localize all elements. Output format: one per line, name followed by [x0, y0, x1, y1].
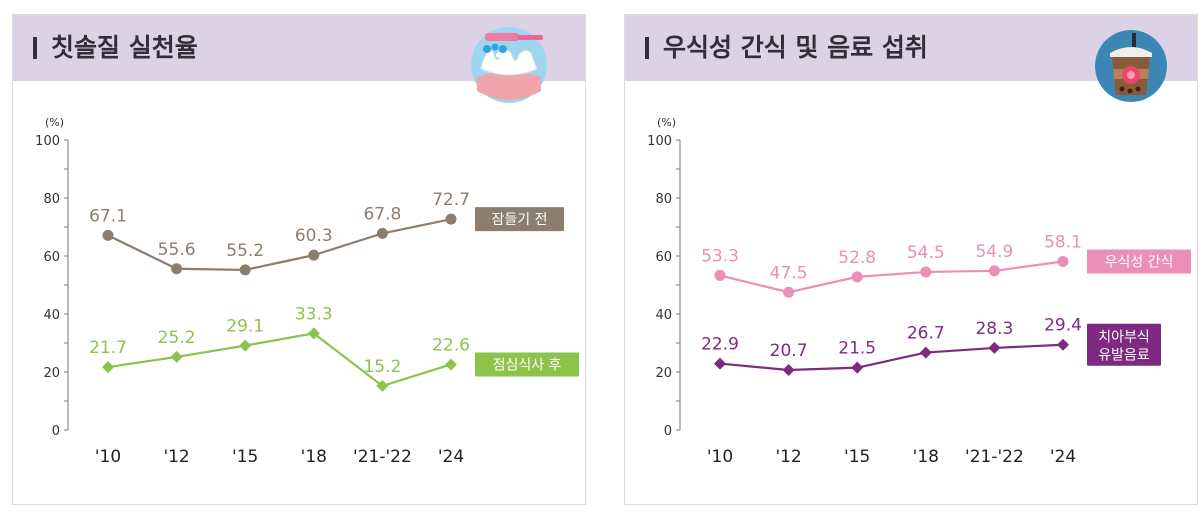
y-tick-label: 0 — [52, 424, 60, 439]
series-line — [107, 332, 452, 388]
series-legend-label: 우식성 간식 — [1105, 255, 1174, 271]
data-point-marker — [919, 346, 932, 359]
series-legend-label: 치아부식 유발음료 — [1098, 330, 1150, 364]
data-point-marker — [171, 263, 183, 275]
data-label: 47.5 — [770, 263, 808, 283]
x-tick-label: '12 — [775, 447, 801, 467]
data-label: 33.3 — [295, 304, 333, 324]
data-point-marker — [1057, 256, 1069, 268]
data-point-marker — [851, 271, 863, 283]
data-point-marker — [988, 265, 1000, 277]
data-label: 20.7 — [770, 341, 808, 361]
data-point-marker — [239, 264, 251, 276]
x-tick-label: '10 — [95, 447, 121, 467]
data-point-marker — [445, 213, 457, 225]
data-label: 67.8 — [363, 204, 401, 224]
data-point-marker — [308, 249, 320, 261]
data-label: 21.5 — [838, 339, 876, 359]
x-tick-label: '21-'22 — [965, 447, 1024, 467]
x-tick-label: '10 — [707, 447, 733, 467]
data-point-marker — [851, 361, 864, 374]
chart-panel-snack-drink: 우식성 간식 및 음료 섭취 0 20 40 60 80 100 (%) '10 '12 '15 '… — [624, 14, 1198, 505]
data-point-marker — [376, 379, 389, 392]
series-legend-box — [1087, 249, 1191, 274]
data-label: 21.7 — [89, 338, 127, 358]
series-legend-label: 잠들기 전 — [492, 212, 548, 228]
x-tick-label: '18 — [301, 447, 327, 467]
data-label: 58.1 — [1044, 233, 1082, 253]
title-bar-divider — [645, 37, 649, 59]
data-label: 15.2 — [363, 357, 401, 377]
data-point-marker — [170, 350, 183, 363]
data-label: 28.3 — [975, 319, 1013, 339]
data-point-marker — [920, 266, 932, 278]
x-tick-label: '15 — [844, 447, 870, 467]
data-point-marker — [714, 357, 726, 370]
series-legend-box — [1087, 323, 1161, 366]
panel-title-text: 칫솔질 실천율 — [51, 33, 198, 62]
line-chart-snack-drink: 0 20 40 60 80 100 (%) '10 '12 '15 '18 '21-'22 '24 53.… — [647, 116, 1191, 467]
toothbrush-teeth-icon — [471, 27, 547, 103]
x-tick-label: '12 — [163, 447, 189, 467]
data-point-marker — [307, 327, 320, 340]
chart-panel-toothbrushing: 칫솔질 실천율 0 20 40 60 80 100 (%) '10 '12 '15 '18 '21-'… — [12, 14, 586, 505]
panel-title-text: 우식성 간식 및 음료 섭취 — [663, 33, 928, 62]
y-tick-label: 20 — [655, 366, 672, 381]
data-label: 22.9 — [701, 335, 739, 355]
x-tick-label: '15 — [232, 447, 258, 467]
x-tick-label: '21-'22 — [353, 447, 412, 467]
panel-title: 칫솔질 실천율 — [33, 28, 198, 68]
series-line — [719, 260, 1064, 294]
series-legend-box — [475, 352, 579, 377]
data-label: 29.1 — [226, 317, 264, 337]
y-tick-label: 40 — [43, 308, 60, 323]
data-point-marker — [239, 339, 252, 352]
bubble-tea-cup-icon — [1095, 30, 1167, 102]
data-label: 60.3 — [295, 226, 333, 246]
y-tick-label: 0 — [664, 424, 672, 439]
data-point-marker — [445, 358, 457, 371]
data-label: 52.8 — [838, 248, 876, 268]
y-axis-unit-label: (%) — [45, 116, 64, 129]
data-point-marker — [1057, 338, 1069, 351]
series-legend-box — [475, 207, 564, 232]
line-chart-toothbrushing: 0 20 40 60 80 100 (%) '10 '12 '15 '18 '21-'22 '24 67.… — [35, 116, 579, 467]
data-label: 55.2 — [226, 241, 264, 261]
data-point-marker — [783, 286, 795, 298]
data-label: 22.6 — [432, 335, 470, 355]
series-legend-label: 점심식사 후 — [493, 357, 562, 373]
y-axis-unit-label: (%) — [657, 116, 676, 129]
data-point-marker — [988, 341, 1001, 354]
y-tick-label: 60 — [655, 250, 672, 265]
y-tick-label: 80 — [655, 192, 672, 207]
data-point-marker — [782, 363, 795, 376]
data-point-marker — [376, 227, 388, 239]
x-tick-label: '24 — [1050, 447, 1076, 467]
data-label: 25.2 — [158, 328, 196, 348]
y-tick-label: 80 — [43, 192, 60, 207]
data-label: 29.4 — [1044, 316, 1082, 336]
data-label: 54.9 — [975, 242, 1013, 262]
panel-title: 우식성 간식 및 음료 섭취 — [645, 28, 928, 68]
data-point-marker — [102, 361, 114, 374]
y-tick-label: 20 — [43, 366, 60, 381]
data-label: 72.7 — [432, 190, 470, 210]
series-line — [719, 343, 1064, 372]
x-tick-label: '18 — [913, 447, 939, 467]
data-label: 53.3 — [701, 246, 739, 266]
y-tick-label: 100 — [647, 134, 672, 149]
data-point-marker — [102, 229, 114, 241]
data-label: 67.1 — [89, 206, 127, 226]
title-bar-divider — [33, 37, 37, 59]
y-tick-label: 60 — [43, 250, 60, 265]
data-point-marker — [714, 269, 726, 281]
data-label: 54.5 — [907, 243, 945, 263]
x-tick-label: '24 — [438, 447, 464, 467]
y-tick-label: 40 — [655, 308, 672, 323]
data-label: 55.6 — [158, 240, 196, 260]
y-tick-label: 100 — [35, 134, 60, 149]
data-label: 26.7 — [907, 324, 945, 344]
series-line — [107, 218, 452, 272]
